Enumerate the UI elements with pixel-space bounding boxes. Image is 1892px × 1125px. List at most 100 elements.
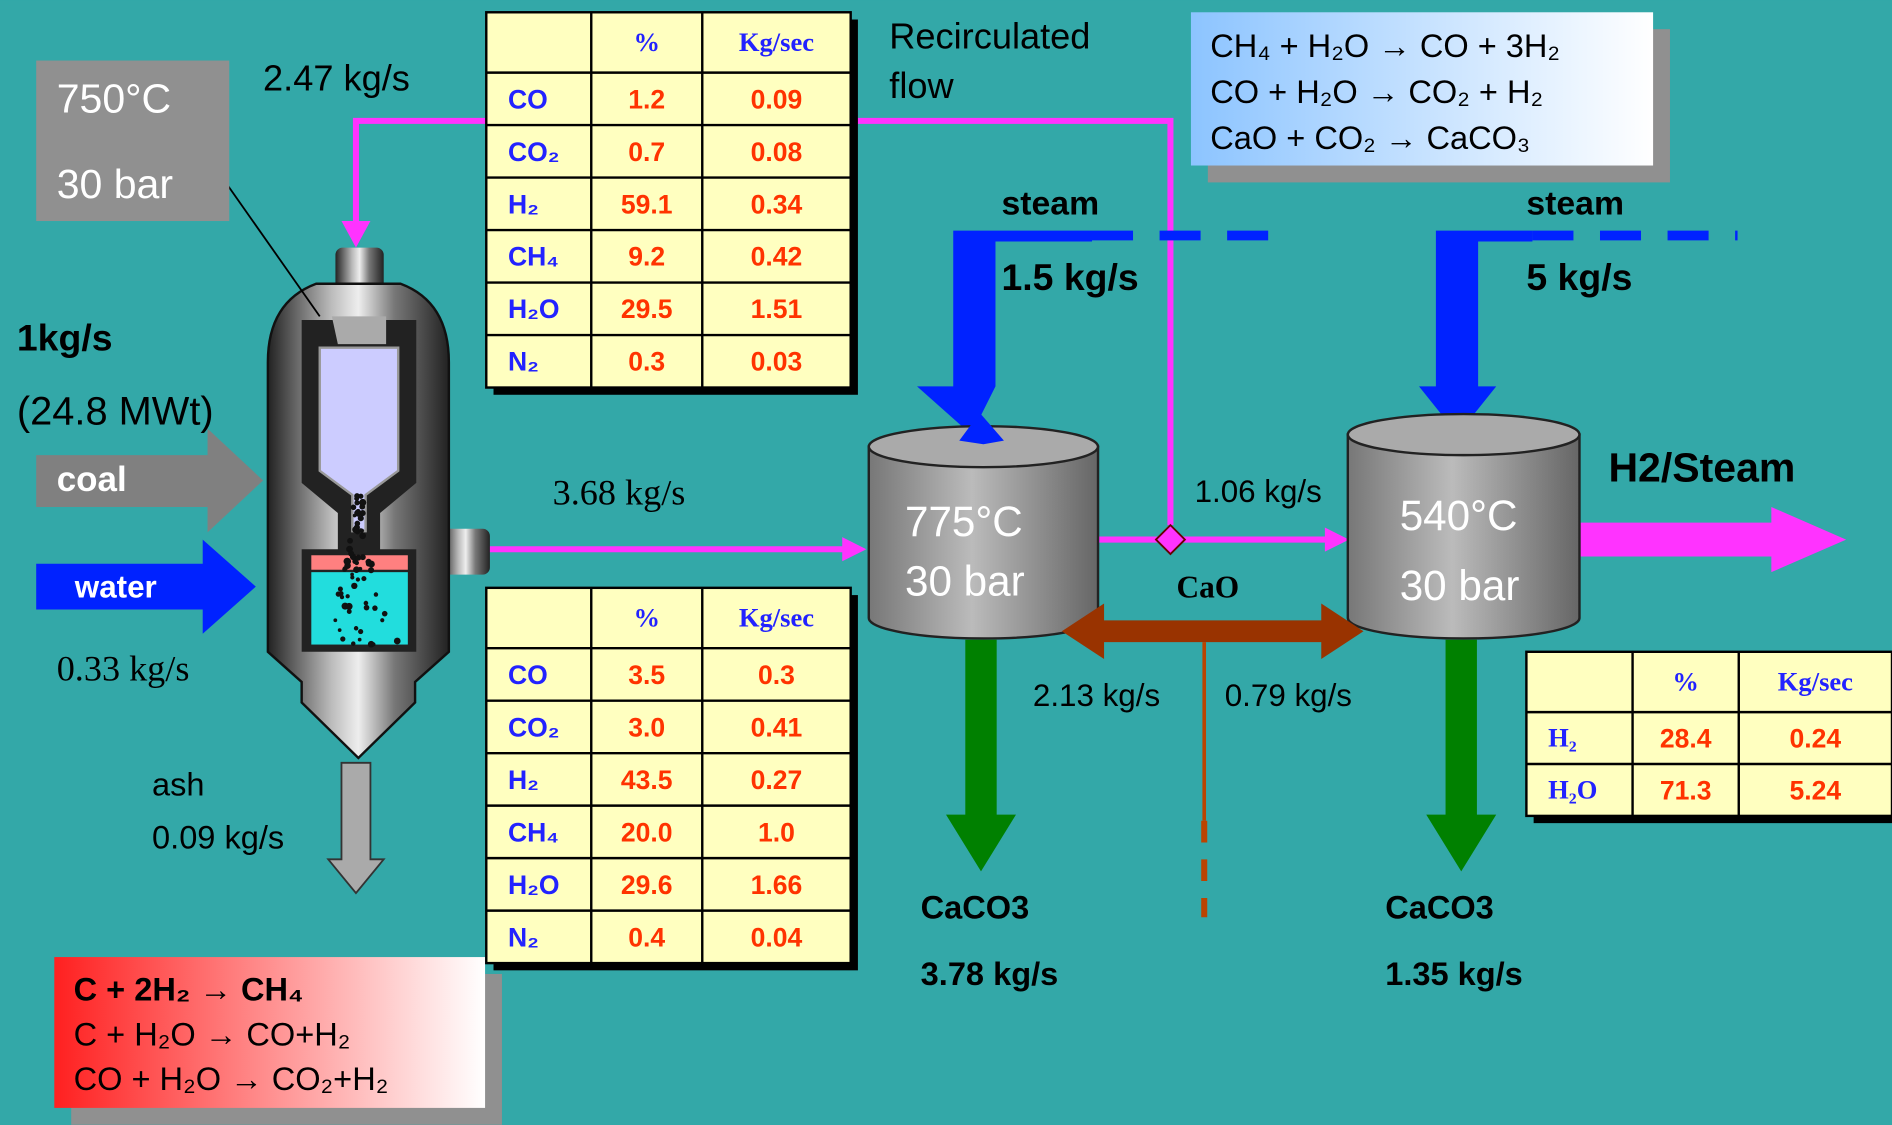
coal-rate: 1kg/s <box>17 316 113 358</box>
particle <box>353 626 359 631</box>
particle <box>340 636 346 642</box>
inner-chamber <box>318 346 400 533</box>
table-value: 5.24 <box>1790 775 1842 805</box>
reactor-2 <box>1346 412 1581 640</box>
particle <box>361 576 367 582</box>
reaction: CO + H₂O → CO₂ + H₂ <box>1210 74 1543 110</box>
gasifier <box>266 247 490 760</box>
gas-rate: 3.68 kg/s <box>553 472 686 512</box>
steam-label: steam <box>1002 184 1100 222</box>
particle <box>359 510 366 517</box>
particle <box>350 572 354 577</box>
table-header: % <box>633 27 660 57</box>
table-value: 0.27 <box>751 765 803 795</box>
table-value: 29.5 <box>621 294 673 324</box>
caco3-label: CaCO3 <box>1385 890 1494 926</box>
caco3-rate: 3.78 kg/s <box>921 956 1059 992</box>
caco3-arrow <box>946 639 1016 872</box>
reaction-box <box>54 957 486 1108</box>
species: H₂O <box>508 294 560 324</box>
pressure: 30 bar <box>57 161 173 207</box>
table-value: 0.24 <box>1790 723 1842 753</box>
water-rate: 0.33 kg/s <box>57 649 190 689</box>
inner-neck <box>331 316 387 345</box>
table-value: 0.42 <box>751 242 803 272</box>
species: N₂ <box>508 347 539 377</box>
table-header: Kg/sec <box>739 27 814 57</box>
particle <box>352 513 357 518</box>
water-arrow <box>36 539 256 634</box>
particle <box>358 629 364 635</box>
particle <box>393 637 401 645</box>
particle <box>355 554 362 561</box>
cao-rate: 0.79 kg/s <box>1225 678 1352 713</box>
coal-arrow <box>36 428 264 533</box>
flow-rate: 2.47 kg/s <box>263 58 410 99</box>
particle <box>357 515 364 522</box>
condition-box <box>36 60 230 222</box>
species: CH₄ <box>508 242 559 272</box>
particle <box>347 537 353 544</box>
table-value: 0.08 <box>751 137 803 167</box>
particle <box>353 566 360 574</box>
reactor-pressure: 30 bar <box>905 557 1025 604</box>
table-value: 1.0 <box>758 817 795 847</box>
table <box>485 586 852 965</box>
recirculated-label: Recirculated <box>889 15 1090 56</box>
table-value: 0.09 <box>751 84 803 114</box>
table-value: 59.1 <box>621 189 673 219</box>
particle <box>333 618 338 623</box>
nozzle <box>441 528 490 575</box>
particle <box>337 586 343 592</box>
recirculated-label: flow <box>889 65 954 106</box>
steam-arrow <box>917 230 1093 435</box>
particle <box>372 605 378 611</box>
table-value: 0.7 <box>628 137 665 167</box>
species: H₂O <box>1548 774 1597 804</box>
table-header: % <box>1672 666 1699 696</box>
tables: % Kg/sec CO 1.2 0.09 CO₂ 0.7 0.08 H₂ 59.1 0.34 CH₄ 9… <box>485 11 1892 971</box>
caco3-label: CaCO3 <box>921 890 1030 926</box>
particle <box>380 618 385 623</box>
table-value: 29.6 <box>621 870 673 900</box>
species: N₂ <box>508 922 539 952</box>
particle <box>360 504 365 510</box>
particle <box>357 637 362 642</box>
particle <box>354 500 360 506</box>
table-value: 1.51 <box>751 294 803 324</box>
ash-rate: 0.09 kg/s <box>152 820 284 856</box>
steam-tip <box>959 412 1004 445</box>
table-value: 20.0 <box>621 817 673 847</box>
species: H₂O <box>508 870 560 900</box>
species: H₂ <box>508 765 539 795</box>
particle <box>345 602 353 610</box>
recycle-line <box>352 117 489 224</box>
particle <box>358 493 364 499</box>
particle <box>339 594 345 600</box>
split-rate: 1.06 kg/s <box>1195 474 1322 509</box>
ash-label: ash <box>152 767 205 803</box>
reaction: CO + H₂O → CO₂+H₂ <box>74 1061 389 1097</box>
particle <box>351 641 356 646</box>
particle <box>351 582 358 590</box>
table-value: 1.66 <box>751 870 803 900</box>
steam-rate: 5 kg/s <box>1526 256 1632 298</box>
particle <box>359 528 364 533</box>
product-arrow <box>1578 506 1847 573</box>
species: CH₄ <box>508 817 559 847</box>
steam-label: steam <box>1526 184 1624 222</box>
particle <box>354 493 360 499</box>
reaction: C + H₂O → CO+H₂ <box>74 1016 351 1052</box>
table-value: 0.41 <box>751 712 803 742</box>
cylinder <box>1346 433 1581 640</box>
particle <box>355 508 361 514</box>
cao-arrow <box>1061 603 1364 660</box>
arrow-head <box>842 537 867 562</box>
particle <box>371 642 376 647</box>
table-header: Kg/sec <box>1778 666 1853 696</box>
reaction: CH₄ + H₂O → CO + 3H₂ <box>1210 28 1560 64</box>
table-value: 0.3 <box>628 347 665 377</box>
particle <box>359 498 367 507</box>
cylinder-top <box>1346 412 1581 457</box>
